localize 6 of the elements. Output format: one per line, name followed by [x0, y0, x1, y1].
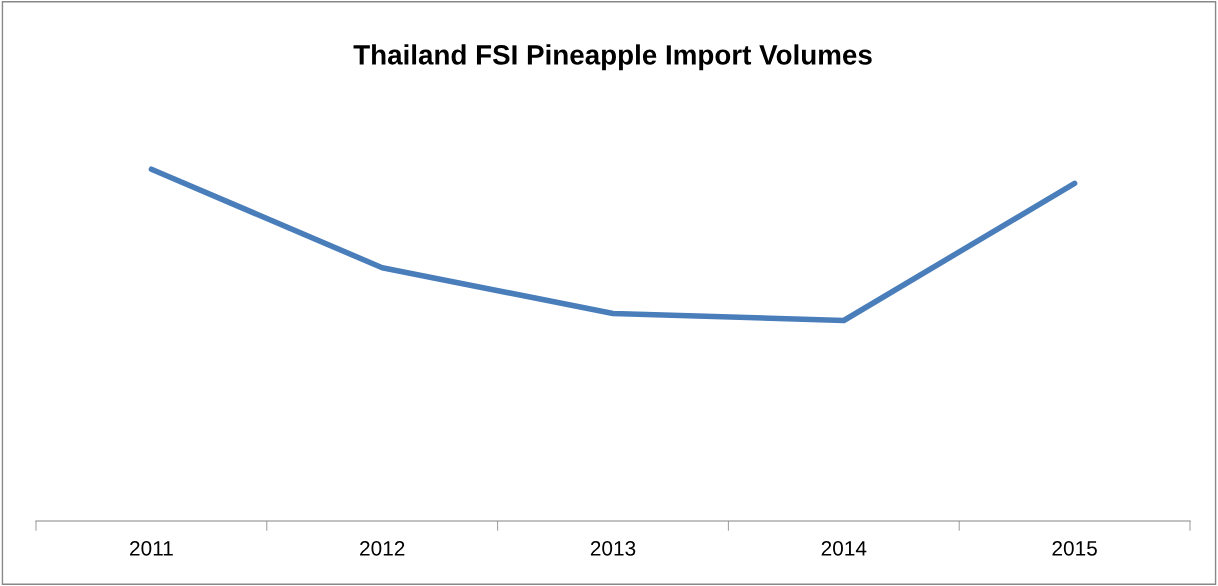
x-tick-label: 2011	[130, 540, 173, 556]
x-tick-label: 2015	[1052, 540, 1097, 556]
chart-title: Thailand FSI Pineapple Import Volumes	[353, 44, 872, 71]
x-tick-label: 2014	[821, 540, 867, 556]
x-tick-label: 2012	[360, 540, 405, 556]
x-tick-label: 2013	[590, 540, 636, 556]
